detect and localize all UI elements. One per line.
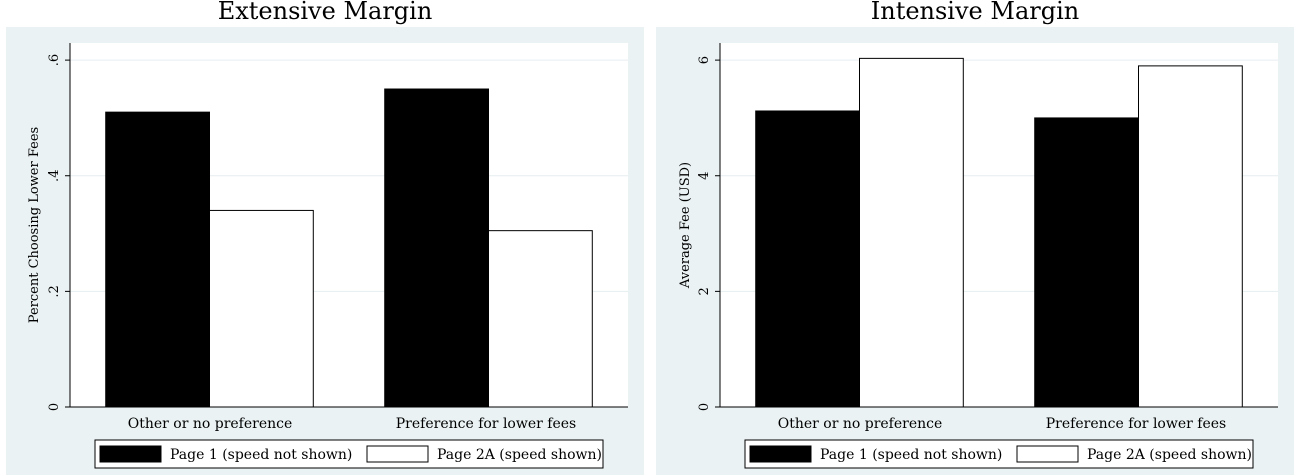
bar xyxy=(1138,65,1243,408)
legend-box xyxy=(744,439,1254,469)
legend-label-page1: Page 1 (speed not shown) xyxy=(820,447,1002,463)
bars xyxy=(105,88,593,408)
bar xyxy=(384,88,490,408)
legend-label-page2a: Page 2A (speed shown) xyxy=(437,447,602,463)
y-tick-label: .6 xyxy=(47,54,62,66)
legend-box xyxy=(94,439,604,469)
y-axis-label: Average Fee (USD) xyxy=(678,162,693,289)
bar xyxy=(488,230,593,408)
y-tick-label: 4 xyxy=(697,172,712,180)
legend-swatch-page1 xyxy=(99,445,162,463)
bar xyxy=(209,209,314,408)
legend: Page 1 (speed not shown) Page 2A (speed … xyxy=(744,439,1254,469)
bars xyxy=(755,57,1243,408)
legend: Page 1 (speed not shown) Page 2A (speed … xyxy=(94,439,604,469)
bar xyxy=(105,111,210,408)
bar xyxy=(1034,117,1140,408)
panel-extensive-margin: Extensive Margin 0 .2 .4 .6 Percent Choosin… xyxy=(6,0,644,475)
legend-swatch-page1 xyxy=(749,445,812,463)
y-axis-ticks: 0 2 4 6 xyxy=(697,56,720,411)
category-label: Other or no preference xyxy=(128,416,293,432)
y-tick-label: .2 xyxy=(47,285,62,297)
chart-title: Extensive Margin xyxy=(218,0,433,25)
y-tick-label: 2 xyxy=(697,287,712,295)
y-tick-label: .4 xyxy=(47,170,62,182)
category-label: Preference for lower fees xyxy=(1046,416,1226,432)
chart-title: Intensive Margin xyxy=(871,0,1079,25)
y-axis-ticks: 0 .2 .4 .6 xyxy=(47,54,70,411)
legend-swatch-page2a xyxy=(1016,445,1079,463)
y-tick-label: 0 xyxy=(697,403,712,411)
legend-swatch-page2a xyxy=(366,445,429,463)
y-tick-label: 0 xyxy=(47,403,62,411)
category-label: Preference for lower fees xyxy=(396,416,576,432)
bar xyxy=(859,57,964,408)
legend-label-page1: Page 1 (speed not shown) xyxy=(170,447,352,463)
legend-label-page2a: Page 2A (speed shown) xyxy=(1087,447,1252,463)
y-axis-label: Percent Choosing Lower Fees xyxy=(27,127,42,323)
bar xyxy=(755,110,860,408)
category-label: Other or no preference xyxy=(778,416,943,432)
y-tick-label: 6 xyxy=(697,56,712,64)
